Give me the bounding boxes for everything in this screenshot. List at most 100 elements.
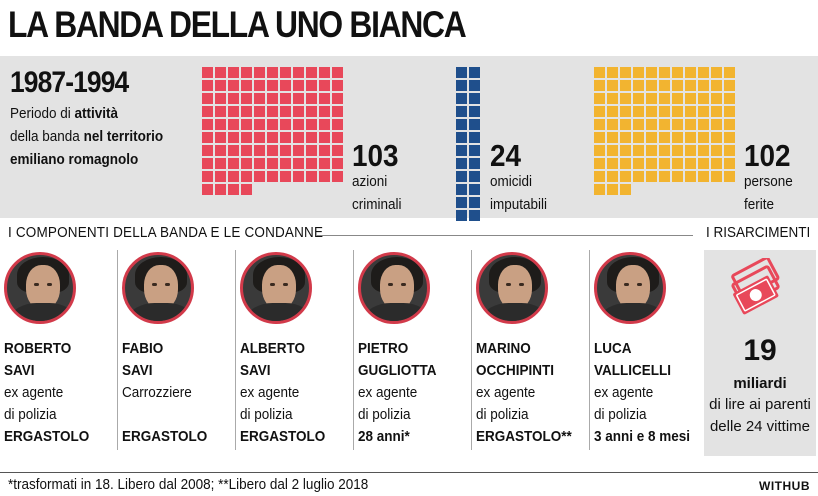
grid-square [332,145,343,156]
grid-square [672,132,683,143]
grid-square [228,145,239,156]
grid-square [280,145,291,156]
member-roberto-savi: ROBERTO SAVI ex agente di polizia ERGAST… [4,252,116,448]
grid-square [698,171,709,182]
grid-square [469,80,480,91]
grid-square [607,184,618,195]
compensation-description: di lire ai parenti delle 24 vittime [709,396,811,435]
murders-grid [456,67,480,221]
grid-square [672,93,683,104]
grid-square [215,145,226,156]
grid-square [620,80,631,91]
grid-square [711,158,722,169]
grid-square [202,132,213,143]
grid-square [633,106,644,117]
grid-square [456,145,467,156]
grid-square [672,67,683,78]
grid-square [698,158,709,169]
grid-square [306,132,317,143]
grid-square [607,158,618,169]
grid-square [293,132,304,143]
grid-square [607,67,618,78]
grid-square [241,119,252,130]
grid-square [672,145,683,156]
grid-square [293,145,304,156]
grid-square [672,171,683,182]
grid-square [607,171,618,182]
murders-value: 24 [490,138,522,173]
grid-square [254,119,265,130]
footnote: *trasformati in 18. Libero dal 2008; **L… [8,476,369,493]
member-last-name: SAVI [122,362,153,379]
grid-square [241,93,252,104]
member-last-name: VALLICELLI [594,362,671,379]
member-first-name: PIETRO [358,340,409,357]
grid-square [724,132,735,143]
member-role: ex agente [4,384,64,401]
grid-square [607,119,618,130]
grid-square [724,171,735,182]
grid-square [469,171,480,182]
grid-square [620,106,631,117]
grid-square [228,119,239,130]
grid-square [469,184,480,195]
member-last-name: OCCHIPINTI [476,362,555,379]
grid-square [306,119,317,130]
grid-square [672,106,683,117]
grid-square [267,119,278,130]
compensation-unit: miliardi [733,375,787,392]
grid-square [241,67,252,78]
brand-logo: WITHUB [759,479,810,493]
grid-square [711,171,722,182]
grid-square [293,67,304,78]
grid-square [594,132,605,143]
grid-square [215,106,226,117]
grid-square [685,93,696,104]
grid-square [685,171,696,182]
grid-square [319,106,330,117]
member-fabio-savi: FABIO SAVI Carrozziere ERGASTOLO [122,252,234,448]
grid-square [659,145,670,156]
grid-square [254,106,265,117]
grid-square [698,80,709,91]
grid-square [228,171,239,182]
grid-square [280,67,291,78]
grid-square [280,80,291,91]
grid-square [293,171,304,182]
grid-square [241,80,252,91]
avatar [240,252,312,324]
grid-square [332,119,343,130]
grid-square [241,106,252,117]
grid-square [215,119,226,130]
grid-square [254,80,265,91]
grid-square [685,106,696,117]
grid-square [685,67,696,78]
grid-square [594,119,605,130]
grid-square [659,171,670,182]
grid-square [332,93,343,104]
grid-square [594,145,605,156]
grid-square [267,132,278,143]
grid-square [202,184,213,195]
grid-square [332,67,343,78]
grid-square [646,93,657,104]
grid-square [280,158,291,169]
grid-square [202,80,213,91]
avatar [358,252,430,324]
grid-square [456,119,467,130]
grid-square [711,132,722,143]
member-pietro-gugliotta: PIETRO GUGLIOTTA ex agente di polizia 28… [358,252,470,448]
member-sentence: 3 anni e 8 mesi [594,428,691,445]
section-divider [316,235,693,236]
grid-square [456,106,467,117]
grid-square [659,67,670,78]
grid-square [254,171,265,182]
grid-square [215,93,226,104]
grid-square [280,93,291,104]
grid-square [685,119,696,130]
crimes-label: azioni criminali [352,173,402,213]
period-years: 1987-1994 [10,66,129,99]
column-divider [353,250,354,450]
grid-square [724,93,735,104]
grid-square [254,158,265,169]
